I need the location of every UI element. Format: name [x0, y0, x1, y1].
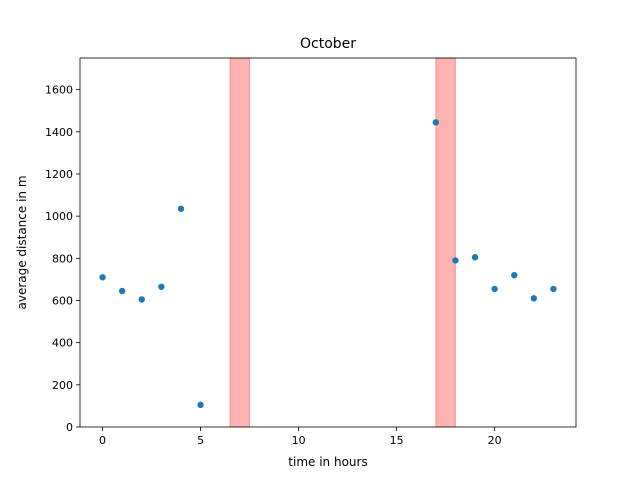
x-tick-label: 5: [197, 434, 204, 447]
shaded-band-0: [229, 57, 251, 428]
x-axis-ticks: 0 5 10 15 20: [99, 427, 502, 447]
data-point-0: [99, 274, 106, 281]
data-point-10: [511, 271, 518, 279]
data-point-11: [530, 295, 538, 302]
data-point-1: [118, 287, 126, 295]
x-tick-label: 15: [390, 434, 404, 447]
data-point-6: [432, 119, 440, 126]
y-tick-label: 1000: [45, 210, 73, 223]
y-tick-label: 0: [66, 421, 73, 434]
y-axis-label: average distance in m: [15, 175, 29, 309]
data-point-4: [177, 205, 185, 212]
plot-area-frame: [79, 57, 577, 428]
x-axis-label: time in hours: [288, 455, 367, 469]
data-point-3: [158, 283, 165, 290]
data-point-9: [491, 285, 498, 293]
data-point-5: [197, 401, 204, 409]
x-tick-label: 20: [488, 434, 502, 447]
data-point-8: [471, 254, 479, 261]
x-tick-label: 0: [99, 434, 106, 447]
chart-title: October: [300, 36, 356, 52]
y-tick-label: 1400: [45, 126, 73, 139]
data-point-2: [138, 296, 145, 303]
y-tick-label: 1600: [45, 84, 73, 97]
x-tick-label: 10: [292, 434, 306, 447]
y-tick-label: 800: [52, 252, 73, 265]
y-tick-label: 600: [52, 294, 73, 307]
y-axis-ticks: 0 200 400 600 800 1000 1200 1400 1600: [45, 84, 80, 434]
shaded-band-1: [435, 57, 456, 428]
data-point-12: [550, 285, 557, 293]
shaded-bands: [229, 57, 456, 428]
data-points: [99, 119, 557, 409]
y-tick-label: 200: [52, 379, 73, 392]
y-tick-label: 400: [52, 337, 73, 350]
y-tick-label: 1200: [45, 168, 73, 181]
data-point-7: [452, 257, 459, 264]
